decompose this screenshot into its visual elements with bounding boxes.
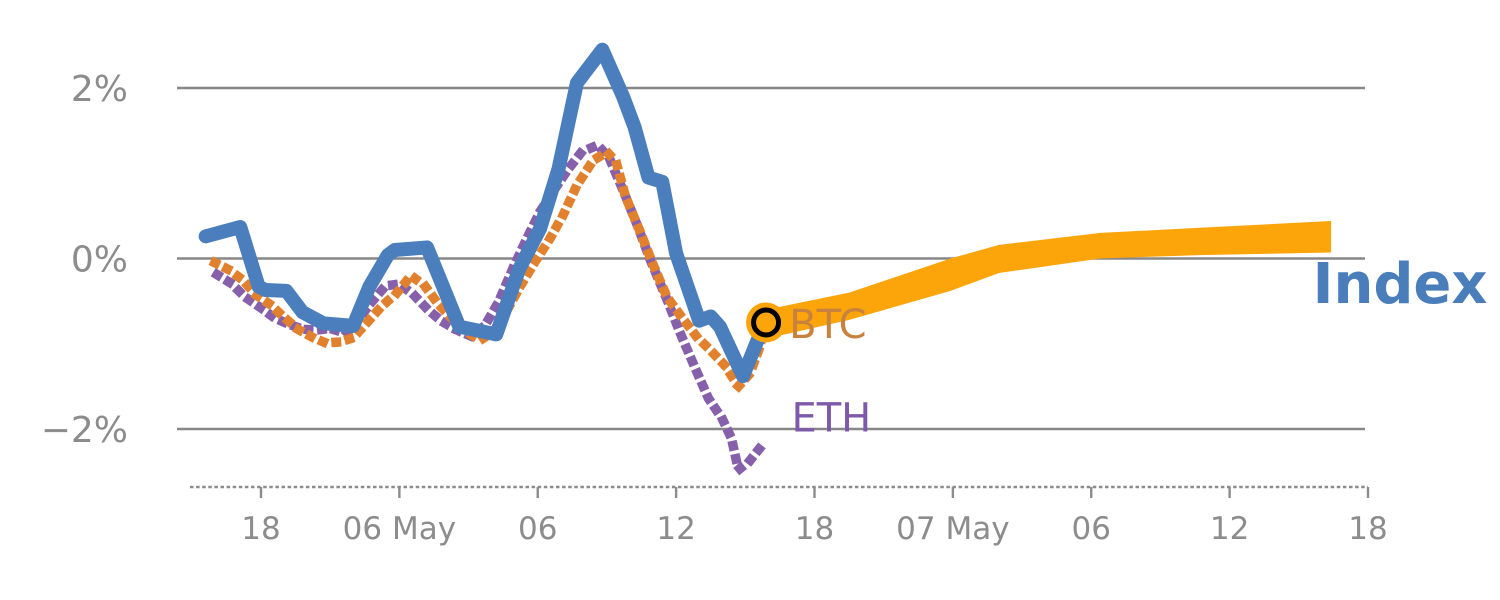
y-tick-label: 0% (71, 240, 128, 281)
y-axis-labels-layer: 2% 0% −2% (41, 69, 128, 451)
series-line-eth (210, 140, 769, 475)
y-tick-label: −2% (41, 410, 128, 451)
series-layer (198, 42, 772, 475)
projection-band (766, 220, 1332, 339)
x-tick-label: 07 May (896, 511, 1009, 547)
marker-ring (751, 307, 782, 338)
eth-series-label: ETH (791, 396, 871, 442)
gridlines-layer (177, 86, 1365, 431)
series-line-index (198, 42, 771, 384)
x-tick-label: 06 (1072, 511, 1111, 547)
x-tick-label: 06 (518, 511, 557, 547)
x-tick-label: 18 (241, 511, 280, 547)
projection-band-layer (766, 220, 1332, 339)
x-tick-label: 18 (795, 511, 834, 547)
btc-series-label: BTC (789, 302, 866, 348)
x-tick-label: 06 May (343, 511, 456, 547)
x-tick-label: 12 (656, 511, 695, 547)
index-series-label: Index (1313, 252, 1488, 317)
current-value-marker (746, 302, 787, 343)
x-axis-layer: 18 06 May 06 12 18 07 May 06 12 18 (190, 485, 1388, 547)
x-tick-label: 18 (1348, 511, 1387, 547)
y-tick-label: 2% (71, 69, 128, 110)
x-tick-label: 12 (1210, 511, 1249, 547)
